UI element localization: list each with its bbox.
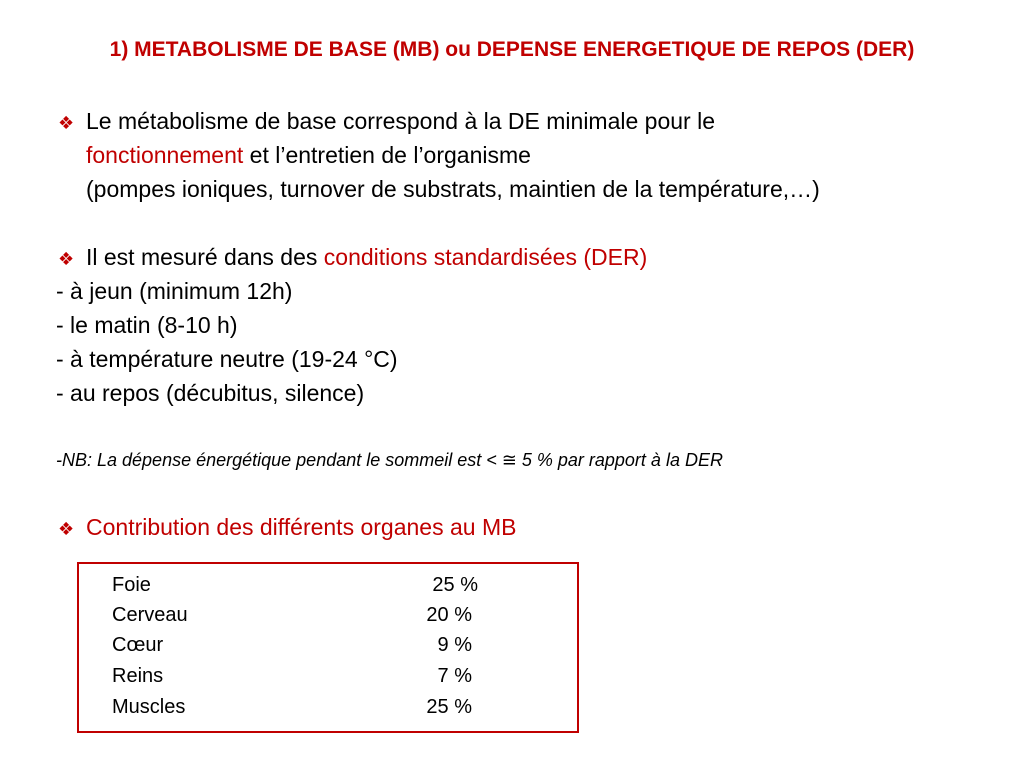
table-row: Reins 7 % bbox=[112, 661, 472, 691]
organ-value: 25 % bbox=[426, 696, 472, 718]
list-item: - le matin (8-10 h) bbox=[56, 312, 238, 338]
table-row: Foie 25 % bbox=[112, 570, 478, 600]
text: Le métabolisme de base correspond à la D… bbox=[86, 108, 715, 134]
organ-table: Foie 25 % Cerveau 20 % Cœur 9 % Reins 7 % Mu… bbox=[77, 562, 579, 733]
text: et l’entretien de l’organisme bbox=[243, 142, 531, 168]
list-item: - à température neutre (19-24 °C) bbox=[56, 346, 398, 372]
diamond-cluster-icon: ❖ bbox=[58, 519, 75, 539]
text-line: fonctionnement et l’entretien de l’organ… bbox=[86, 141, 531, 169]
organ-name: Reins bbox=[112, 665, 164, 687]
bullet-line: ❖ Il est mesuré dans des conditions stand… bbox=[58, 243, 647, 273]
table-row: Muscles 25 % bbox=[112, 692, 472, 722]
table-row: Cerveau 20 % bbox=[112, 600, 472, 630]
diamond-cluster-icon: ❖ bbox=[58, 249, 75, 269]
text: Il est mesuré dans des bbox=[86, 244, 324, 270]
table-row: Cœur 9 % bbox=[112, 630, 472, 660]
organ-name: Muscles bbox=[112, 696, 186, 718]
diamond-cluster-icon: ❖ bbox=[58, 113, 75, 133]
organ-name: Cœur bbox=[112, 634, 164, 656]
organ-value: 20 % bbox=[426, 604, 472, 626]
organ-value: 25 % bbox=[432, 574, 478, 596]
organ-name: Foie bbox=[112, 574, 151, 596]
highlight-text: fonctionnement bbox=[86, 142, 244, 168]
text-line: (pompes ioniques, turnover de substrats,… bbox=[86, 176, 820, 202]
list-item: - à jeun (minimum 12h) bbox=[56, 278, 293, 304]
list-item: - au repos (décubitus, silence) bbox=[56, 380, 365, 406]
slide-title: 1) METABOLISME DE BASE (MB) ou DEPENSE E… bbox=[109, 38, 915, 61]
nb-note: -NB: La dépense énergétique pendant le s… bbox=[56, 450, 723, 470]
bullet-line: ❖ Contribution des différents organes au … bbox=[58, 513, 516, 543]
highlight-text: conditions standardisées (DER) bbox=[323, 244, 648, 270]
organ-name: Cerveau bbox=[112, 604, 188, 626]
organ-value: 7 % bbox=[437, 665, 472, 687]
organ-value: 9 % bbox=[437, 634, 472, 656]
bullet-line: ❖ Le métabolisme de base correspond à la … bbox=[58, 107, 715, 137]
section-heading: Contribution des différents organes au M… bbox=[86, 514, 517, 540]
